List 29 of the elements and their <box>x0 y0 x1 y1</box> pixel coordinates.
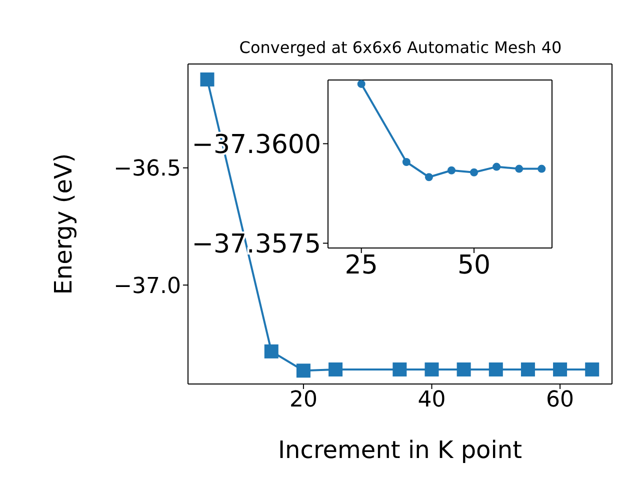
y-axis-title: Energy (eV) <box>50 153 78 295</box>
x-tick-label: 50 <box>457 250 491 280</box>
x-axis-title: Increment in K point <box>278 436 522 464</box>
point <box>470 168 478 176</box>
y-tick-label: −36.5 <box>114 156 181 182</box>
point <box>538 164 546 173</box>
point <box>456 362 471 376</box>
point <box>585 362 600 376</box>
point <box>492 162 501 171</box>
point <box>402 158 410 166</box>
x-tick-label: 40 <box>418 388 446 413</box>
point <box>328 362 343 376</box>
point <box>424 362 439 376</box>
x-tick-label: 60 <box>546 388 574 413</box>
point <box>553 362 568 376</box>
y-tick-label: −37.0 <box>114 274 181 299</box>
chart-title: Converged at 6x6x6 Automatic Mesh 40 <box>239 38 562 57</box>
point <box>424 173 433 182</box>
point <box>488 362 503 376</box>
point <box>392 362 407 376</box>
point <box>447 166 456 174</box>
point <box>296 364 310 378</box>
point <box>515 164 524 173</box>
point <box>264 344 278 358</box>
point <box>357 80 366 88</box>
x-tick-label: 20 <box>289 388 318 413</box>
point <box>520 362 535 376</box>
point <box>200 72 214 86</box>
x-tick-label: 25 <box>344 250 378 280</box>
